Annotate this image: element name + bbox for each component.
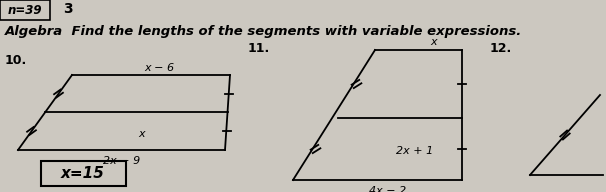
Text: x: x bbox=[138, 129, 145, 139]
Text: n=39: n=39 bbox=[8, 3, 42, 17]
Text: 2x − 9: 2x − 9 bbox=[103, 156, 140, 166]
Text: x: x bbox=[430, 37, 437, 47]
FancyBboxPatch shape bbox=[41, 161, 125, 185]
Text: Algebra  Find the lengths of the segments with variable expressions.: Algebra Find the lengths of the segments… bbox=[5, 26, 522, 39]
Text: 12.: 12. bbox=[490, 41, 512, 55]
FancyBboxPatch shape bbox=[0, 0, 50, 20]
Text: 4x − 2: 4x − 2 bbox=[369, 186, 406, 192]
Text: 3: 3 bbox=[63, 2, 73, 16]
Text: x=15: x=15 bbox=[61, 166, 105, 180]
Text: 2x + 1: 2x + 1 bbox=[396, 146, 434, 156]
Text: x − 6: x − 6 bbox=[144, 63, 174, 73]
Text: 10.: 10. bbox=[5, 54, 27, 66]
Text: 11.: 11. bbox=[248, 41, 270, 55]
